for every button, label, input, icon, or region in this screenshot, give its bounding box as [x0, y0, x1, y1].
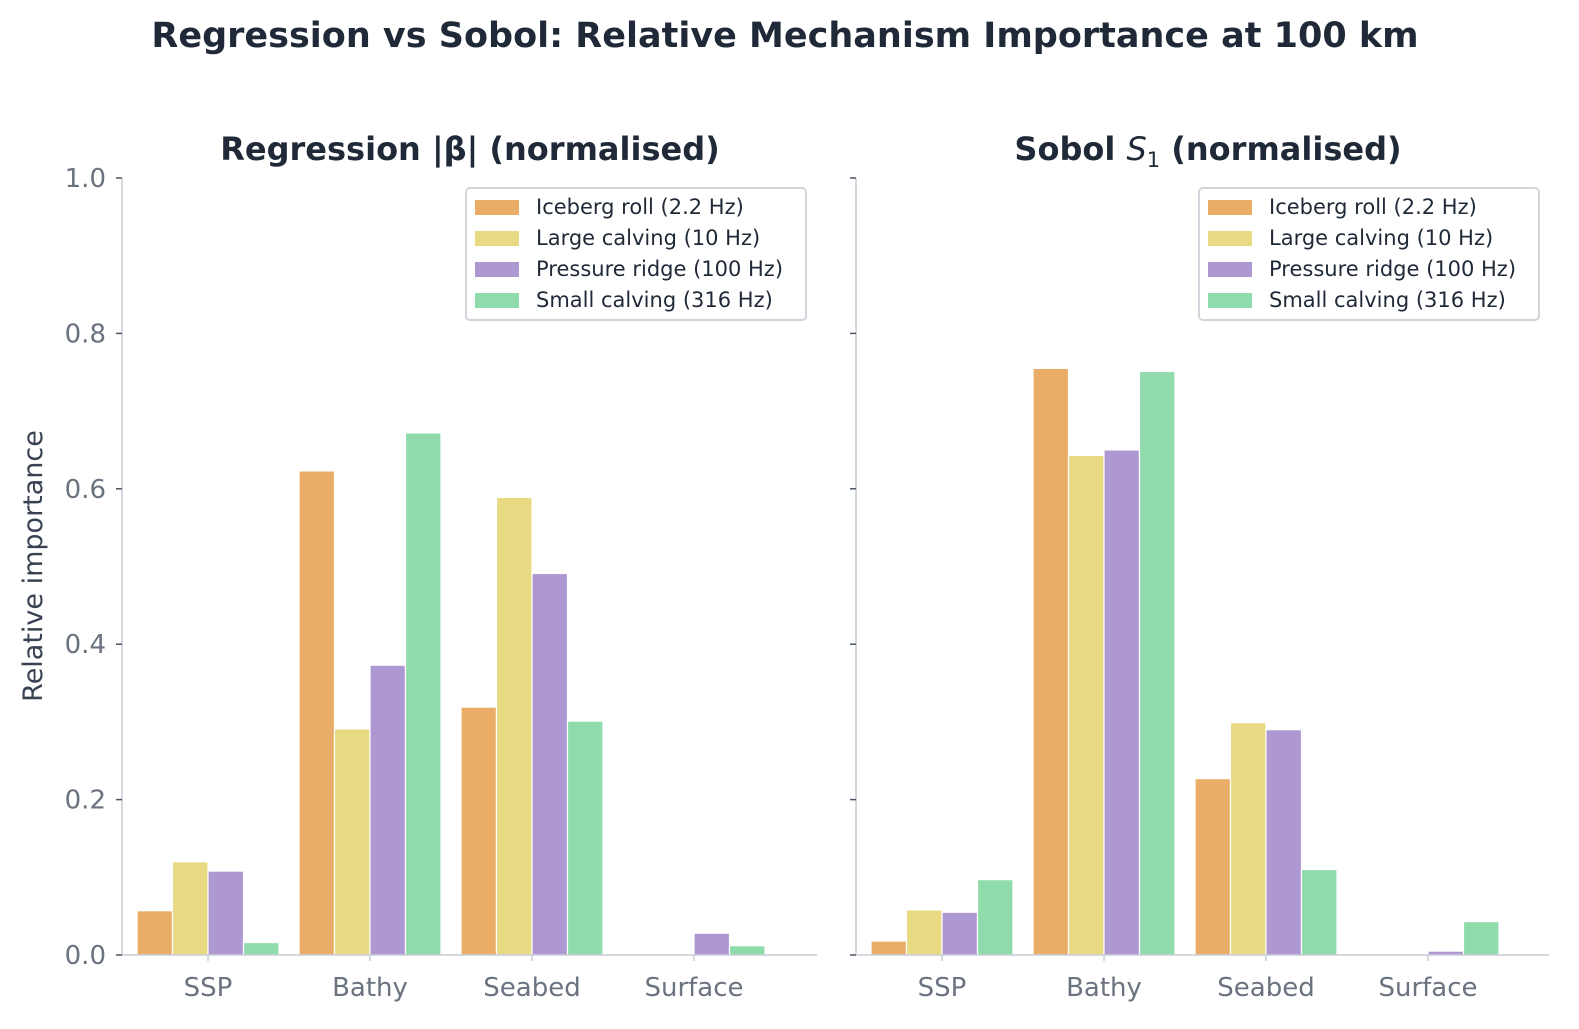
bar-seabed-series-0: [460, 706, 498, 956]
x-tick-label: Surface: [1378, 973, 1477, 1003]
sobol-legend: Iceberg roll (2.2 Hz) Large calving (10 H…: [1198, 187, 1540, 321]
bar-bathy-series-2: [1103, 449, 1141, 956]
sobol-axes: SSP Bathy Seabed Surface: [850, 177, 1549, 1003]
x-tick-label: Bathy: [332, 973, 408, 1003]
y-tick-label: 0.0: [65, 941, 106, 971]
x-tick-label: Bathy: [1066, 973, 1142, 1003]
y-axis-label: Relative importance: [18, 430, 49, 702]
regression-panel-title: Regression |β| (normalised): [220, 130, 719, 169]
sobol-bars: [870, 367, 1500, 956]
legend-swatch: [475, 293, 519, 308]
legend-label: Iceberg roll (2.2 Hz): [536, 195, 744, 219]
bar-ssp-series-0: [136, 910, 174, 956]
bar-ssp-series-1: [905, 909, 943, 956]
sobol-title-suffix: (normalised): [1160, 130, 1401, 168]
bar-seabed-series-0: [1194, 778, 1232, 956]
bar-bathy-series-3: [1138, 370, 1176, 956]
sobol-title-subscript: 1: [1147, 148, 1160, 172]
legend-swatch: [1208, 200, 1252, 215]
regression-axes: SSP Bathy Seabed Surface 0.0 0.2 0.4 0.6 0.8 1.0: [65, 164, 817, 1003]
legend-label: Small calving (316 Hz): [1269, 288, 1506, 312]
x-tick-label: Surface: [644, 973, 743, 1003]
legend-label: Iceberg roll (2.2 Hz): [1269, 195, 1477, 219]
bar-bathy-series-1: [333, 728, 371, 956]
x-tick-label: SSP: [918, 973, 967, 1003]
bar-ssp-series-1: [171, 861, 209, 956]
bar-ssp-series-3: [242, 941, 280, 956]
bar-surface-series-3: [728, 945, 766, 956]
regression-panel: Regression |β| (normalised) Relative imp…: [18, 130, 817, 1003]
legend-label: Small calving (316 Hz): [536, 288, 773, 312]
bar-ssp-series-2: [941, 911, 979, 956]
bar-seabed-series-1: [495, 496, 533, 956]
y-tick-label: 0.6: [65, 475, 106, 505]
x-tick-label: Seabed: [483, 973, 580, 1003]
legend-label: Large calving (10 Hz): [536, 226, 760, 250]
bar-bathy-series-0: [1032, 367, 1070, 956]
y-tick-label: 0.8: [65, 319, 106, 349]
sobol-panel: Sobol S1 (normalised) SSP Bathy Seabed Surf…: [850, 130, 1549, 1003]
legend-frame: [465, 187, 807, 321]
bar-bathy-series-2: [369, 664, 407, 956]
regression-legend: Iceberg roll (2.2 Hz) Large calving (10 H…: [465, 187, 807, 321]
x-tick-label: Seabed: [1217, 973, 1314, 1003]
legend-label: Large calving (10 Hz): [1269, 226, 1493, 250]
regression-bars: [136, 432, 766, 956]
bar-bathy-series-1: [1067, 454, 1105, 956]
legend-swatch: [1208, 293, 1252, 308]
y-tick-label: 1.0: [65, 164, 106, 194]
sobol-title-symbol: S: [1126, 130, 1146, 168]
bar-seabed-series-2: [531, 572, 569, 956]
bar-ssp-series-0: [870, 940, 908, 956]
legend-swatch: [475, 200, 519, 215]
legend-swatch: [475, 231, 519, 246]
sobol-title-prefix: Sobol: [1014, 130, 1126, 168]
bar-seabed-series-3: [1300, 868, 1338, 956]
bar-bathy-series-0: [298, 470, 336, 956]
legend-label: Pressure ridge (100 Hz): [1269, 257, 1516, 281]
bar-surface-series-2: [693, 932, 731, 956]
legend-label: Pressure ridge (100 Hz): [536, 257, 783, 281]
bar-surface-series-3: [1462, 920, 1500, 956]
legend-swatch: [1208, 231, 1252, 246]
bar-ssp-series-2: [207, 870, 245, 956]
y-tick-label: 0.2: [65, 786, 106, 816]
figure-title: Regression vs Sobol: Relative Mechanism …: [151, 16, 1418, 56]
bar-seabed-series-1: [1229, 722, 1267, 956]
legend-frame: [1198, 187, 1540, 321]
bar-ssp-series-3: [976, 879, 1014, 956]
legend-swatch: [1208, 262, 1252, 277]
y-tick-label: 0.4: [65, 630, 106, 660]
legend-swatch: [475, 262, 519, 277]
bar-bathy-series-3: [404, 432, 442, 956]
x-tick-label: SSP: [184, 973, 233, 1003]
sobol-panel-title: Sobol S1 (normalised): [1014, 130, 1401, 172]
bar-seabed-series-2: [1265, 729, 1303, 956]
bar-seabed-series-3: [566, 720, 604, 956]
